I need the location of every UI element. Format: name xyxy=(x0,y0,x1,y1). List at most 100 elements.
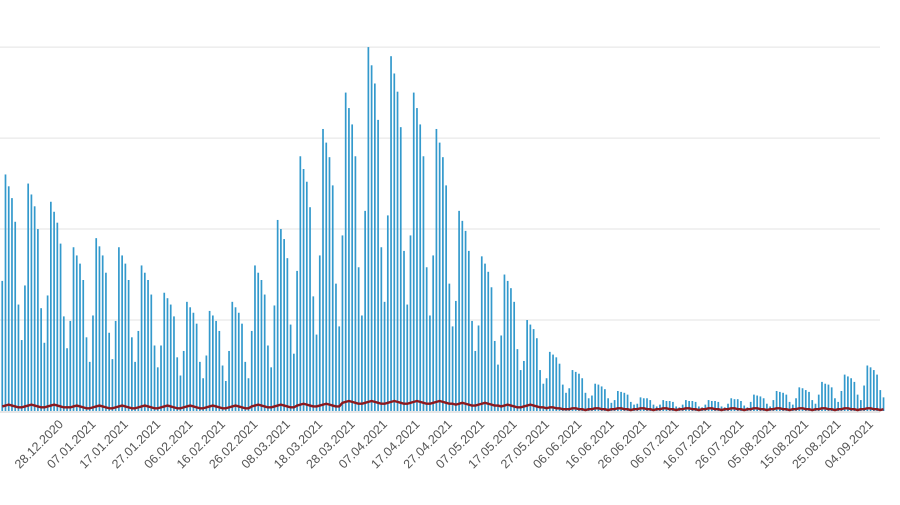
bar xyxy=(134,361,136,411)
bar xyxy=(30,194,33,411)
bar xyxy=(147,279,149,411)
bar xyxy=(215,320,217,411)
bar xyxy=(652,404,655,411)
bar xyxy=(244,361,247,411)
bar xyxy=(523,360,525,411)
bar xyxy=(361,315,363,411)
bar xyxy=(160,345,162,411)
bar xyxy=(289,324,292,411)
bar xyxy=(422,156,425,411)
bar xyxy=(484,263,486,411)
bar xyxy=(513,301,516,411)
bar xyxy=(79,263,81,411)
bar xyxy=(374,83,376,412)
bar xyxy=(212,315,214,411)
bar xyxy=(694,401,697,411)
bar xyxy=(555,357,558,411)
bar xyxy=(127,279,130,411)
bar xyxy=(736,399,739,411)
bar xyxy=(850,378,852,411)
bar xyxy=(338,326,341,411)
bar xyxy=(438,142,441,411)
bar xyxy=(536,338,538,411)
bar xyxy=(221,365,224,411)
bar xyxy=(380,247,383,411)
bar xyxy=(604,389,606,411)
bar xyxy=(7,186,10,411)
bar xyxy=(698,406,700,411)
bar xyxy=(779,391,781,411)
bar xyxy=(876,374,878,411)
bar xyxy=(691,400,694,411)
bar xyxy=(231,301,234,411)
bar xyxy=(176,357,179,411)
bar xyxy=(510,288,512,411)
bar xyxy=(720,406,723,411)
bar xyxy=(594,383,597,411)
bar xyxy=(516,349,519,411)
bar xyxy=(88,361,91,411)
bar xyxy=(393,73,396,412)
bar xyxy=(370,65,373,411)
bar xyxy=(95,238,98,411)
bar xyxy=(299,156,302,411)
bar xyxy=(869,367,872,411)
bar xyxy=(843,374,846,411)
bar xyxy=(53,211,55,411)
bar xyxy=(429,315,431,411)
bar xyxy=(199,361,201,411)
bar xyxy=(749,401,752,411)
bar xyxy=(20,340,23,411)
bar xyxy=(92,315,94,411)
bar xyxy=(82,279,85,411)
bar xyxy=(600,386,603,411)
bar xyxy=(471,320,473,411)
bar xyxy=(834,398,836,411)
bar xyxy=(419,124,422,412)
bar xyxy=(69,320,72,411)
bar xyxy=(497,364,499,411)
bar xyxy=(798,387,801,411)
bar xyxy=(179,375,182,411)
bar xyxy=(24,285,26,411)
bar xyxy=(610,402,613,411)
bar xyxy=(730,398,733,411)
bar xyxy=(445,185,447,411)
bar xyxy=(866,365,869,411)
bar xyxy=(626,394,629,411)
bar xyxy=(37,229,39,411)
bar xyxy=(105,272,107,411)
bar xyxy=(775,390,778,411)
bar xyxy=(646,398,648,411)
bar xyxy=(710,400,713,411)
bar xyxy=(704,404,707,411)
bar xyxy=(808,391,810,411)
bar xyxy=(766,403,768,411)
bar xyxy=(348,108,350,412)
bar xyxy=(617,390,619,411)
bar xyxy=(46,295,49,411)
bar xyxy=(166,298,169,411)
bar xyxy=(464,230,467,411)
bar xyxy=(192,312,195,411)
bar xyxy=(302,169,305,411)
bar xyxy=(772,400,775,411)
bar xyxy=(322,128,324,411)
bar xyxy=(847,376,849,411)
bar xyxy=(59,243,62,411)
bar xyxy=(56,222,59,411)
bar xyxy=(98,246,101,411)
bar xyxy=(150,294,153,411)
bar xyxy=(685,400,687,411)
bar xyxy=(542,383,545,411)
bar xyxy=(785,394,788,411)
bar xyxy=(840,390,843,411)
bar xyxy=(425,267,428,411)
bar xyxy=(409,235,412,411)
bar xyxy=(759,396,762,411)
bar xyxy=(620,391,622,411)
bar xyxy=(50,201,52,411)
bar xyxy=(672,401,674,411)
bar xyxy=(101,255,104,411)
bar xyxy=(364,210,366,411)
